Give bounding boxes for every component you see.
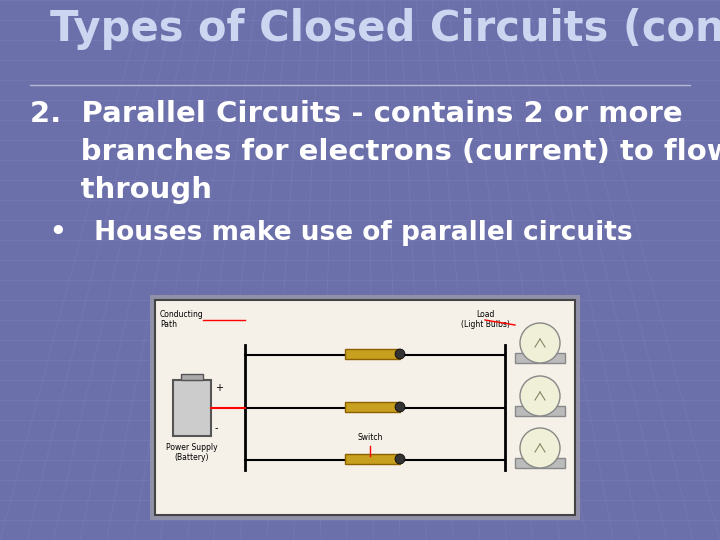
Circle shape: [395, 402, 405, 412]
Bar: [515, 458, 565, 468]
Circle shape: [395, 454, 405, 464]
Text: +: +: [215, 383, 223, 393]
Bar: [345, 402, 400, 412]
Text: branches for electrons (current) to flow: branches for electrons (current) to flow: [30, 138, 720, 166]
Text: Switch: Switch: [357, 433, 383, 442]
Bar: [181, 374, 203, 380]
Text: Power Supply
(Battery): Power Supply (Battery): [166, 443, 218, 462]
Bar: [345, 349, 400, 359]
Circle shape: [520, 323, 560, 363]
Text: Types of Closed Circuits (cont): Types of Closed Circuits (cont): [50, 8, 720, 50]
Bar: [345, 454, 400, 464]
Text: through: through: [30, 176, 212, 204]
Text: Load
(Light Bulbs): Load (Light Bulbs): [461, 310, 510, 329]
Text: -: -: [215, 423, 218, 433]
Circle shape: [395, 349, 405, 359]
Bar: [150, 295, 580, 520]
Circle shape: [520, 428, 560, 468]
Circle shape: [520, 376, 560, 416]
Text: Conducting
Path: Conducting Path: [160, 310, 204, 329]
Bar: [515, 353, 565, 363]
Bar: [515, 406, 565, 416]
Bar: [173, 380, 211, 436]
Bar: [155, 300, 575, 515]
Text: 2.  Parallel Circuits - contains 2 or more: 2. Parallel Circuits - contains 2 or mor…: [30, 100, 683, 128]
Text: •   Houses make use of parallel circuits: • Houses make use of parallel circuits: [50, 220, 633, 246]
